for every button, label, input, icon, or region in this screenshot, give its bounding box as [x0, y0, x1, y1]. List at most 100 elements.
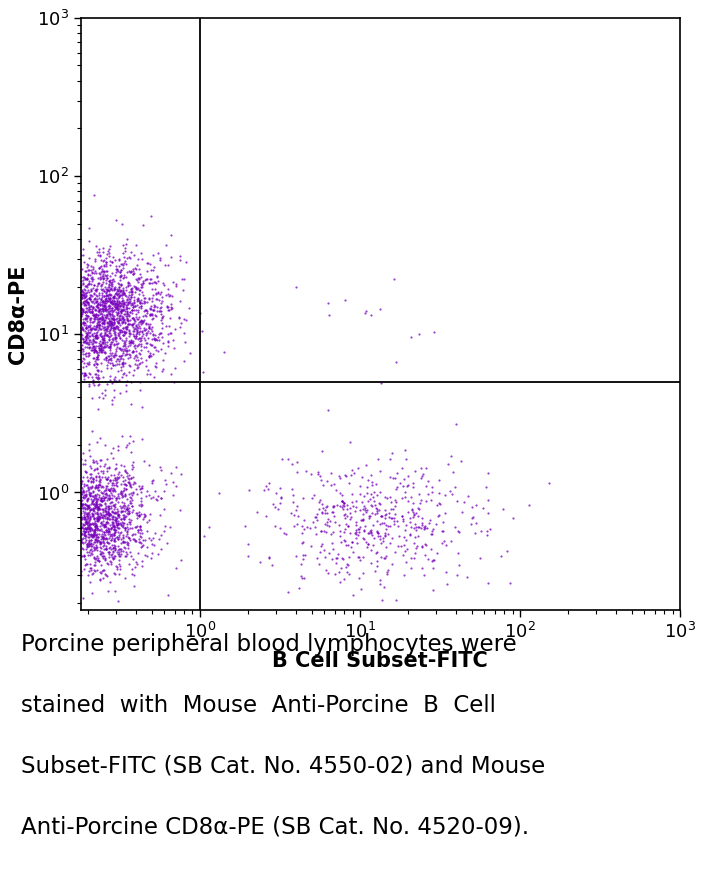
Point [352, 527, 363, 542]
Point [383, 505, 395, 519]
Point [83, 304, 95, 318]
Point [116, 293, 128, 307]
Point [173, 311, 184, 325]
Point [85, 517, 96, 531]
Point [113, 507, 124, 521]
Point [124, 350, 135, 364]
Point [165, 297, 177, 311]
Point [120, 257, 131, 271]
Point [81, 321, 92, 335]
Point [102, 271, 113, 285]
Point [77, 248, 88, 262]
Point [79, 315, 90, 330]
Y-axis label: CD8α-PE: CD8α-PE [8, 265, 28, 364]
Point [290, 280, 301, 294]
Point [149, 300, 160, 315]
Point [78, 530, 89, 544]
Point [102, 271, 113, 285]
Point [88, 529, 99, 544]
Point [88, 334, 99, 348]
Point [80, 535, 91, 549]
Point [437, 524, 449, 538]
Point [76, 301, 88, 315]
Point [104, 518, 116, 532]
Point [101, 284, 112, 298]
Point [123, 501, 135, 515]
Point [96, 494, 107, 508]
Point [103, 535, 114, 550]
Point [143, 458, 154, 472]
Point [107, 322, 118, 336]
Point [355, 582, 367, 596]
Point [123, 486, 134, 501]
Point [127, 344, 138, 358]
Point [76, 498, 88, 512]
Point [120, 324, 131, 339]
Point [178, 272, 189, 286]
Point [83, 356, 95, 371]
Point [368, 485, 379, 499]
Point [130, 310, 142, 324]
Point [82, 539, 93, 553]
Point [114, 356, 125, 371]
Point [111, 282, 123, 296]
Point [111, 352, 123, 366]
Point [124, 265, 135, 279]
Point [334, 469, 345, 483]
Point [109, 324, 121, 339]
Point [127, 477, 138, 491]
Point [337, 494, 348, 508]
Point [77, 489, 88, 503]
Point [106, 491, 117, 505]
Point [76, 496, 87, 511]
Point [134, 296, 145, 310]
Point [78, 301, 89, 315]
Point [85, 522, 96, 536]
Point [118, 297, 129, 311]
Point [116, 495, 128, 510]
Point [77, 315, 88, 329]
Point [99, 528, 110, 543]
Point [102, 493, 113, 507]
Point [100, 543, 111, 557]
Point [105, 317, 116, 331]
Point [96, 508, 107, 522]
Point [112, 509, 123, 523]
Point [312, 467, 323, 481]
Point [118, 296, 129, 310]
Point [88, 471, 99, 486]
Point [116, 305, 127, 319]
Point [260, 509, 271, 523]
Point [124, 305, 135, 319]
Point [115, 263, 126, 277]
Point [78, 360, 89, 374]
Point [107, 256, 118, 270]
Point [95, 302, 106, 316]
Point [77, 470, 88, 484]
Point [94, 314, 105, 328]
Point [104, 507, 115, 521]
Point [96, 510, 107, 524]
Point [100, 257, 111, 272]
Point [104, 507, 115, 521]
Point [120, 325, 131, 339]
Point [127, 281, 138, 295]
Point [149, 303, 160, 317]
Point [79, 485, 90, 499]
Point [106, 356, 117, 371]
Point [301, 463, 312, 478]
Point [100, 255, 111, 269]
Point [84, 479, 95, 494]
Point [113, 336, 124, 350]
Point [76, 511, 88, 525]
Point [266, 559, 278, 573]
Point [100, 264, 111, 278]
Point [161, 288, 172, 302]
Point [97, 570, 108, 584]
Point [336, 500, 348, 514]
Point [97, 390, 109, 405]
Point [103, 500, 114, 514]
Point [88, 492, 100, 506]
Point [379, 503, 390, 517]
Point [116, 323, 128, 338]
